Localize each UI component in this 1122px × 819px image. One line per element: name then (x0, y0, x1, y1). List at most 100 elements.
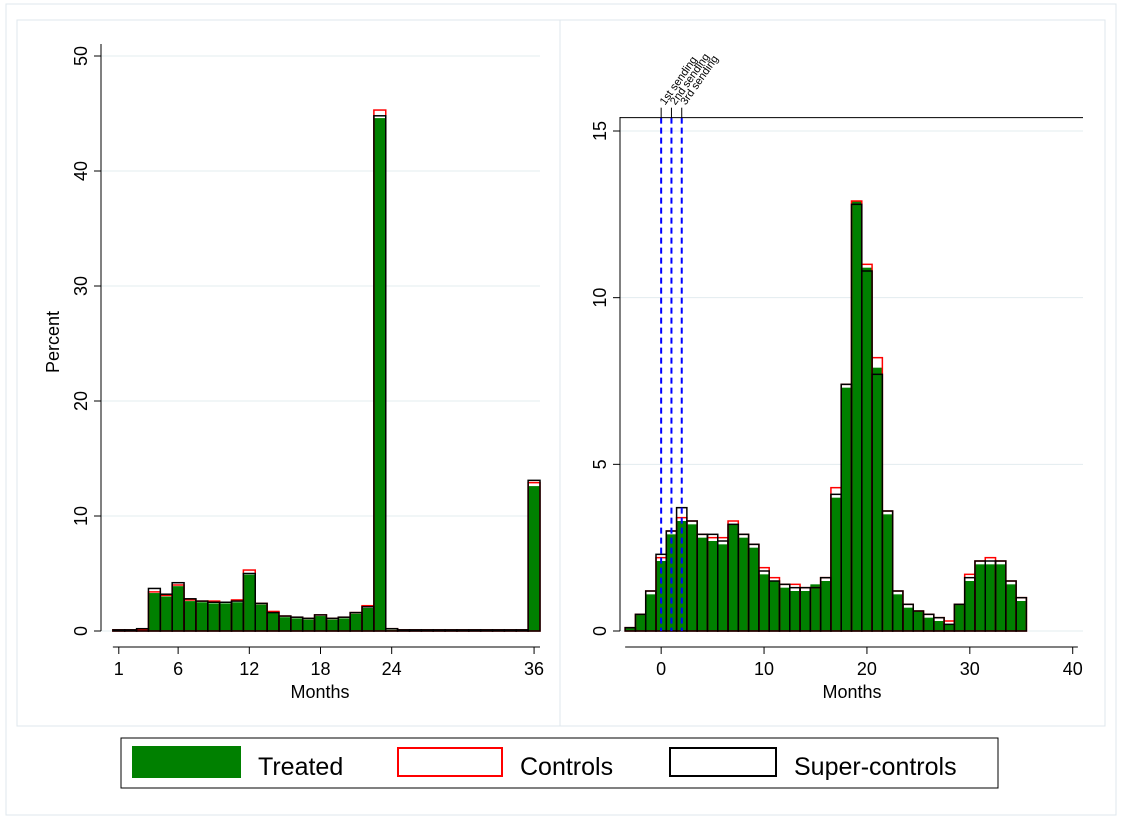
left-treated-bar (528, 486, 540, 631)
right-y-tick-label: 5 (590, 459, 610, 469)
right-x-tick-label: 30 (960, 659, 980, 679)
right-treated-bars (625, 201, 1027, 631)
left-supercontrols-bar (456, 629, 470, 632)
left-treated-bar (350, 613, 363, 631)
right-x-tick-label: 20 (857, 659, 877, 679)
left-y-tick-label: 0 (71, 626, 91, 636)
right-treated-bar (779, 587, 790, 631)
left-supercontrols-bar (479, 629, 494, 632)
right-treated-bar (985, 564, 996, 631)
right-y-tick-label: 0 (590, 626, 610, 636)
right-treated-bar (738, 537, 749, 631)
left-y-tick-label: 10 (71, 506, 91, 526)
legend-swatch-treated (132, 746, 241, 778)
left-treated-bar (184, 601, 196, 631)
right-treated-bar (882, 514, 893, 631)
left-treated-bar (362, 608, 374, 631)
left-supercontrols-bar (468, 629, 482, 632)
right-supercontrols-bar (1015, 596, 1028, 632)
left-treated-bar (195, 602, 208, 631)
right-treated-bar (1016, 601, 1027, 631)
left-supercontrols-bar (112, 629, 126, 632)
left-treated-bar (302, 619, 315, 631)
left-treated-bars (112, 118, 540, 632)
right-treated-bar (872, 367, 883, 631)
right-treated-bar (645, 594, 657, 631)
right-y-tick-label: 10 (590, 288, 610, 308)
left-x-tick-label: 18 (310, 659, 330, 679)
right-treated-bar (820, 581, 831, 631)
right-x-axis-title: Months (822, 682, 881, 702)
left-x-tick-label: 12 (239, 659, 259, 679)
left-axes: 0 10 20 30 40 50 1 6 12 18 24 36 (71, 44, 544, 679)
left-x-tick-label: 6 (173, 659, 183, 679)
left-treated-bar (278, 617, 291, 631)
right-treated-bar (800, 591, 811, 631)
left-supercontrols-bar (503, 629, 518, 632)
legend-frame (120, 737, 999, 789)
outer-frame (5, 3, 1117, 816)
left-treated-bar (172, 586, 185, 631)
left-treated-bar (148, 593, 161, 631)
left-treated-bar (314, 616, 327, 631)
left-y-tick-label: 30 (71, 276, 91, 296)
left-x-tick-label: 1 (114, 659, 124, 679)
left-treated-bar (231, 602, 244, 631)
right-axes: 0 5 10 15 0 10 20 30 40 (590, 117, 1083, 679)
right-treated-bar (1005, 584, 1017, 631)
right-supercontrols-bar (881, 510, 894, 632)
left-supercontrols-bar (242, 572, 256, 632)
right-x-tick-label: 0 (656, 659, 666, 679)
right-treated-bar (686, 524, 698, 631)
left-y-tick-label: 40 (71, 161, 91, 181)
left-panel: 0 10 20 30 40 50 1 6 12 18 24 36 Percent Months (16, 19, 561, 727)
right-treated-bar (861, 267, 873, 631)
left-y-tick-label: 20 (71, 391, 91, 411)
right-x-tick-label: 10 (754, 659, 774, 679)
right-treated-bar (995, 564, 1006, 631)
left-supercontrols-bar (432, 629, 446, 632)
right-supercontrols-bars (624, 203, 1028, 632)
legend-label-treated: Treated (258, 753, 343, 781)
left-supercontrols-bar (373, 115, 387, 632)
right-treated-bar (676, 521, 687, 631)
left-supercontrols-bar (527, 479, 541, 632)
right-treated-bar (902, 607, 914, 631)
right-treated-bar (697, 537, 708, 631)
right-supercontrols-bar (871, 373, 884, 632)
right-y-tick-label: 15 (590, 121, 610, 141)
left-supercontrols-bar (396, 629, 411, 632)
right-treated-bar (707, 541, 718, 631)
right-treated-bar (635, 614, 646, 631)
right-treated-bar (892, 594, 903, 631)
left-treated-bar (160, 596, 173, 631)
left-supercontrols-bar (491, 629, 506, 632)
right-treated-bar (974, 564, 986, 631)
left-treated-bar (338, 618, 351, 631)
right-treated-bar (944, 624, 955, 631)
right-treated-bar (656, 561, 667, 631)
left-y-axis-title: Percent (43, 311, 63, 373)
left-treated-bar (207, 603, 220, 631)
left-treated-bar (255, 604, 268, 631)
left-treated-bar (290, 618, 303, 631)
legend-label-supercontrols: Super-controls (794, 753, 957, 781)
right-treated-bar (964, 581, 975, 631)
right-treated-bar (954, 604, 965, 631)
left-x-axis-title: Months (290, 682, 349, 702)
right-treated-bar (851, 201, 862, 631)
left-x-tick-label: 24 (382, 659, 402, 679)
left-supercontrols-bar (420, 629, 434, 632)
left-treated-bar (326, 619, 339, 631)
right-treated-bar (625, 627, 636, 631)
left-treated-bar (219, 603, 232, 631)
right-treated-bar (841, 387, 852, 631)
left-treated-bar (267, 612, 279, 631)
legend-label-controls: Controls (520, 753, 613, 781)
left-y-tick-label: 50 (71, 46, 91, 66)
legend: Treated Controls Super-controls (120, 737, 999, 789)
right-treated-bar (789, 591, 801, 631)
right-x-tick-label: 40 (1063, 659, 1083, 679)
